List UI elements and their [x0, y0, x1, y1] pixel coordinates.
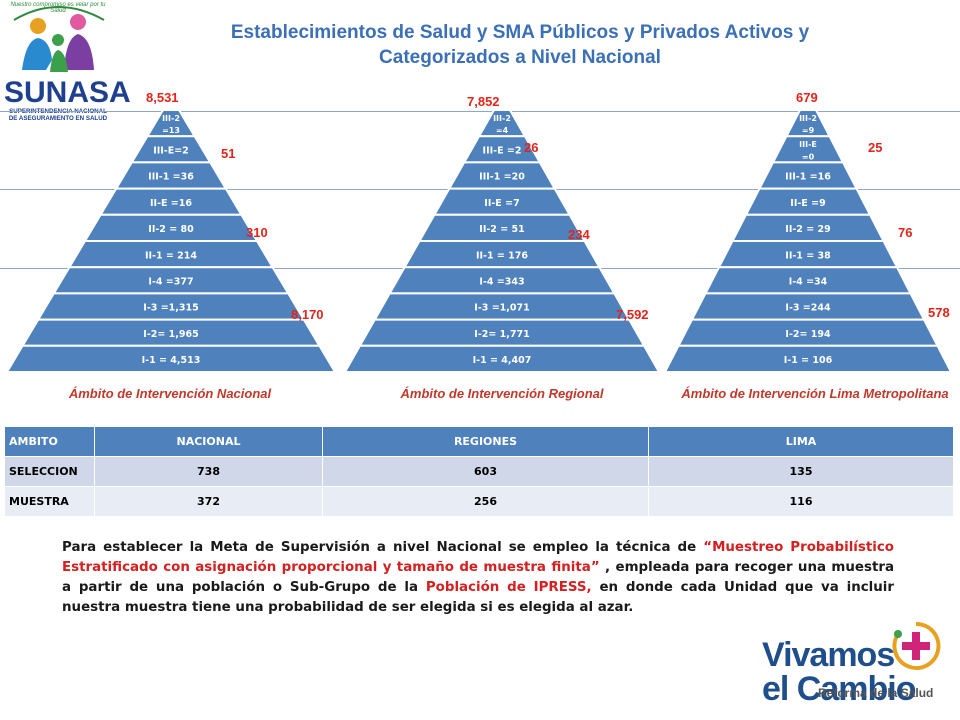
pyramid-lima-caption: Ámbito de Intervención Lima Metropolitan…	[681, 386, 949, 401]
pyramid-band-label: II-E =16	[150, 198, 192, 209]
pyramid-nacional-chart: III-2 =13 III-E=2 III-1 =36 II-E =16 II-2 = 8…	[6, 110, 336, 372]
pyramid-band-label: III-1 =36	[148, 172, 194, 183]
logo-name: SUNASA	[4, 76, 131, 109]
table-cell: SELECCION	[4, 456, 95, 487]
pyramid-band-label: II-2 = 51	[479, 224, 524, 235]
table-header-cell: LIMA	[648, 426, 954, 457]
pyramid-regional-caption: Ámbito de Intervención Regional	[400, 386, 604, 401]
sample-table: AMBITO NACIONAL REGIONES LIMA SELECCION …	[4, 426, 954, 517]
pyramid-band-label: II-1 = 38	[785, 250, 831, 261]
campaign-line3: Reforma de la Salud	[818, 686, 934, 700]
table-cell: MUESTRA	[4, 486, 95, 517]
pyramid-lima-tier3-total: 25	[868, 140, 883, 155]
paragraph-highlight: Población de IPRESS,	[425, 580, 592, 595]
table-cell: 135	[648, 456, 954, 487]
pyramid-band	[664, 344, 952, 372]
sunasa-logo: Nuestro compromiso es velar por tu Salud…	[0, 0, 131, 128]
table-cell: 116	[648, 486, 954, 517]
pyramid-band-label: II-E =7	[484, 198, 519, 209]
methodology-paragraph: Para establecer la Meta de Supervisión a…	[62, 538, 894, 618]
pyramid-band-label: I-1 = 4,513	[142, 355, 201, 366]
pyramid-nacional-tier3-total: 51	[221, 146, 236, 161]
pyramid-band-label: I-4 =377	[148, 276, 193, 287]
pyramid-band-label: III-2 =9	[799, 114, 817, 135]
pyramid-regional-tier3-total: 26	[524, 140, 539, 155]
pyramid-nacional-caption: Ámbito de Intervención Nacional	[68, 386, 272, 401]
pyramid-nacional-tier1-total: 8,170	[291, 307, 324, 322]
pyramid-band-label: I-3 =1,315	[143, 303, 198, 314]
pyramid-band-label: III-2 =4	[493, 114, 511, 135]
pyramid-band-label: I-1 = 106	[784, 355, 833, 366]
pyramid-band-label: I-3 =244	[785, 303, 831, 314]
paragraph-highlight: “Muestreo Probabilístico Estratificado c…	[62, 540, 894, 575]
pyramid-regional: III-2 =4 III-E =2 III-1 =20 II-E =7 II-2 = 51…	[344, 110, 660, 372]
table-cell: 738	[94, 456, 323, 487]
paragraph-text: en donde cada Unidad que va incluir nues…	[62, 580, 894, 615]
pyramid-lima-total: 679	[796, 90, 818, 105]
pyramid-band-label: I-1 = 4,407	[473, 355, 532, 366]
pyramid-lima: III-2 =9 III-E =0 III-1 =16 II-E =9 II-2 = 29 I…	[664, 110, 952, 372]
table-header-row: AMBITO NACIONAL REGIONES LIMA	[4, 426, 954, 457]
table-row: SELECCION 738 603 135	[4, 456, 954, 487]
pyramid-lima-tier1-total: 578	[928, 305, 950, 320]
paragraph-text: , empleada para recoger una muestra a pa…	[62, 560, 894, 595]
family-icon	[13, 6, 105, 72]
table-cell: 603	[322, 456, 649, 487]
pyramid-band	[344, 344, 660, 372]
pyramid-nacional: III-2 =13 III-E=2 III-1 =36 II-E =16 II-2 = 8…	[6, 110, 336, 372]
pyramid-lima-tier2-total: 76	[898, 225, 913, 240]
pyramid-regional-total: 7,852	[467, 94, 500, 109]
campaign-line2: el Cambio	[762, 670, 916, 708]
table-header-cell: REGIONES	[322, 426, 649, 457]
pyramid-band-label: II-1 = 176	[476, 250, 528, 261]
pyramid-band-label: I-4 =34	[789, 276, 828, 287]
pyramid-band-label: II-1 = 214	[145, 250, 197, 261]
pyramid-band-label: III-2 =13	[162, 114, 180, 135]
page-title: Establecimientos de Salud y SMA Públicos…	[230, 22, 810, 68]
pyramid-nacional-total: 8,531	[146, 90, 179, 105]
pyramid-regional-chart: III-2 =4 III-E =2 III-1 =20 II-E =7 II-2 = 51…	[344, 110, 660, 372]
pyramid-band-label: III-E =0	[799, 140, 817, 161]
pyramid-band-label: III-1 =16	[785, 172, 831, 183]
health-cross-icon	[892, 621, 941, 670]
table-cell: 372	[94, 486, 323, 517]
pyramid-band-label: I-2= 194	[785, 329, 831, 340]
pyramid-regional-tier1-total: 7,592	[616, 307, 649, 322]
pyramid-band-label: I-4 =343	[479, 276, 524, 287]
tier-separator-top	[0, 111, 960, 112]
pyramid-band-label: I-3 =1,071	[474, 303, 529, 314]
pyramid-lima-chart: III-2 =9 III-E =0 III-1 =16 II-E =9 II-2 = 29 I…	[664, 110, 952, 372]
pyramid-band-label: II-2 = 29	[785, 224, 830, 235]
pyramid-band-label: III-E =2	[483, 145, 522, 156]
pyramid-regional-tier2-total: 234	[568, 227, 590, 242]
pyramid-band-label: I-2= 1,771	[474, 329, 529, 340]
paragraph-text: Para establecer la Meta de Supervisión a…	[62, 540, 704, 555]
pyramid-band-label: I-2= 1,965	[143, 329, 198, 340]
pyramid-nacional-tier2-total: 310	[246, 225, 268, 240]
pyramid-band-label: III-E=2	[153, 145, 189, 156]
pyramid-band	[6, 344, 336, 372]
logo-tagline: Nuestro compromiso es velar por tu Salud	[10, 2, 106, 14]
campaign-line1: Vivamos	[762, 636, 895, 674]
table-header-cell: AMBITO	[4, 426, 95, 457]
pyramid-band-label: III-1 =20	[479, 172, 525, 183]
pyramid-band-label: II-2 = 80	[148, 224, 194, 235]
table-row: MUESTRA 372 256 116	[4, 486, 954, 517]
table-header-cell: NACIONAL	[94, 426, 323, 457]
table-cell: 256	[322, 486, 649, 517]
campaign-logo: Vivamos el Cambio Reforma de la Salud	[760, 618, 960, 720]
pyramid-band-label: II-E =9	[790, 198, 825, 209]
